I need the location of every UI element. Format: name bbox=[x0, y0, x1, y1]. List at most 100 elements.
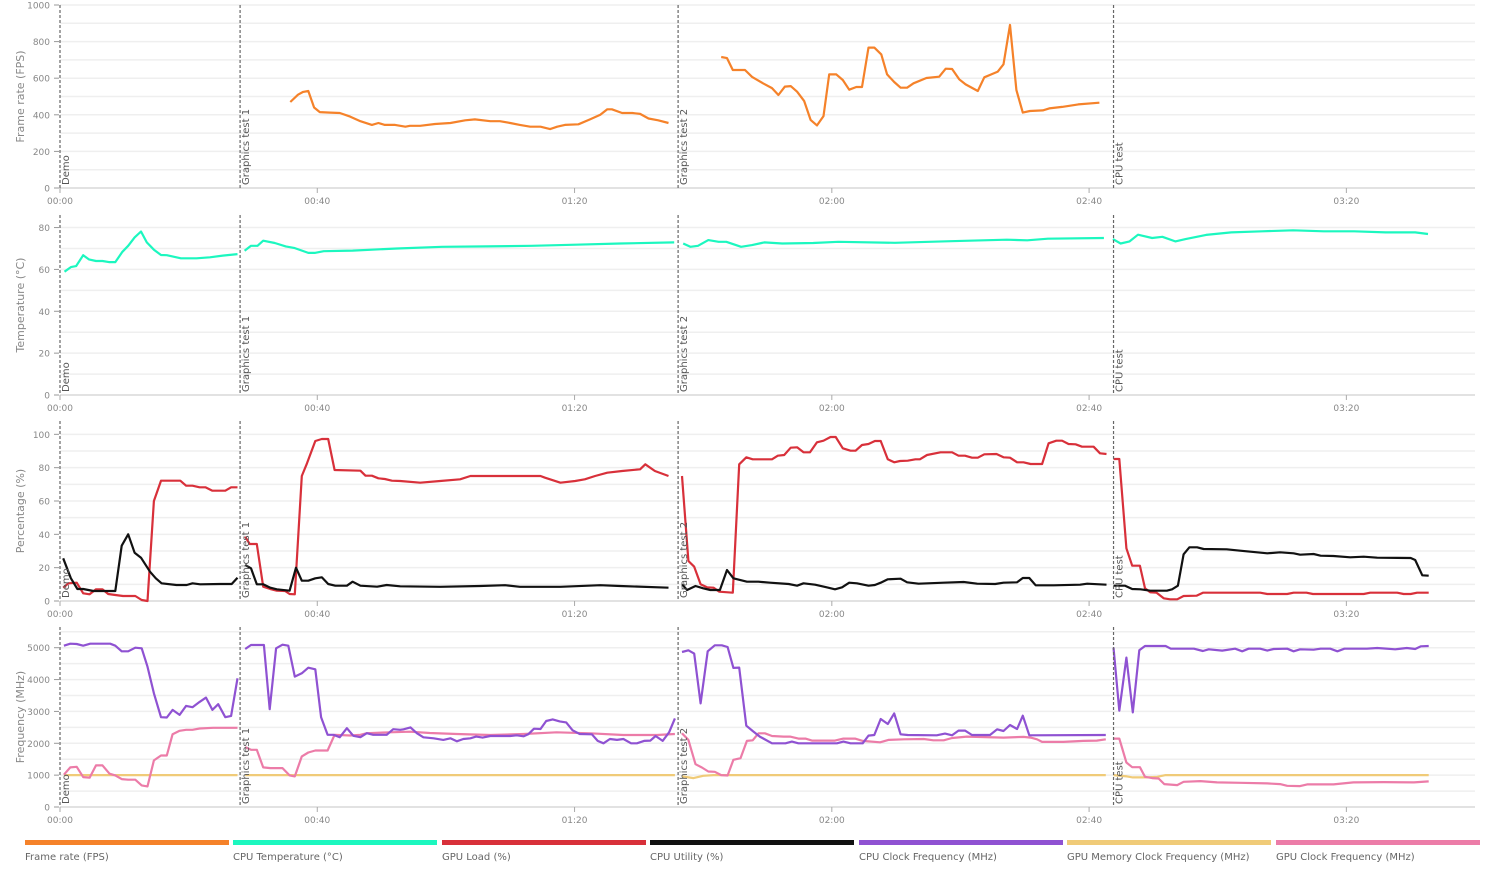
y-tick-label: 3000 bbox=[27, 708, 50, 718]
y-tick-label: 4000 bbox=[27, 676, 50, 686]
y-tick-label: 5000 bbox=[27, 644, 50, 654]
legend-swatch bbox=[25, 840, 229, 845]
series-line-cpu-temperature-c- bbox=[1112, 229, 1429, 245]
test-marker-label: Demo bbox=[61, 568, 72, 598]
test-marker-label: Graphics test 1 bbox=[241, 522, 252, 598]
x-tick-label: 02:00 bbox=[819, 610, 845, 620]
series-line-gpu-load- bbox=[1113, 457, 1429, 601]
test-marker-label: Demo bbox=[61, 774, 72, 804]
y-axis-title: Temperature (°C) bbox=[14, 258, 27, 354]
y-tick-label: 1000 bbox=[27, 772, 50, 782]
x-tick-label: 02:00 bbox=[819, 197, 845, 207]
test-marker-label: Graphics test 2 bbox=[679, 522, 690, 598]
x-tick-label: 01:20 bbox=[562, 610, 588, 620]
series-line-gpu-load- bbox=[680, 435, 1107, 594]
y-tick-label: 40 bbox=[39, 308, 51, 318]
legend-label: Frame rate (FPS) bbox=[25, 852, 109, 863]
legend-label: CPU Clock Frequency (MHz) bbox=[859, 852, 997, 863]
legend-label: GPU Clock Frequency (MHz) bbox=[1276, 852, 1415, 863]
series-line-gpu-clock-frequency-mhz- bbox=[681, 732, 1106, 777]
x-tick-label: 02:40 bbox=[1076, 404, 1102, 414]
series-line-gpu-clock-frequency-mhz- bbox=[244, 730, 675, 778]
series-line-cpu-clock-frequency-mhz- bbox=[244, 643, 676, 745]
test-marker-label: Demo bbox=[61, 362, 72, 392]
series-line-gpu-clock-frequency-mhz- bbox=[63, 726, 238, 788]
x-tick-label: 03:20 bbox=[1333, 404, 1359, 414]
test-marker-label: Graphics test 1 bbox=[241, 728, 252, 804]
y-tick-label: 40 bbox=[39, 531, 51, 541]
legend-label: GPU Memory Clock Frequency (MHz) bbox=[1067, 852, 1250, 863]
series-line-gpu-memory-clock-frequency-mhz- bbox=[681, 774, 1106, 780]
x-tick-label: 01:20 bbox=[562, 816, 588, 826]
test-marker-label: Graphics test 2 bbox=[679, 109, 690, 185]
y-tick-label: 800 bbox=[33, 38, 50, 48]
x-tick-label: 00:00 bbox=[47, 816, 73, 826]
test-marker-label: Graphics test 1 bbox=[241, 316, 252, 392]
y-tick-label: 0 bbox=[44, 392, 50, 402]
y-tick-label: 20 bbox=[39, 564, 51, 574]
test-marker-label: Demo bbox=[61, 155, 72, 185]
x-tick-label: 02:40 bbox=[1076, 816, 1102, 826]
series-line-cpu-utility- bbox=[244, 564, 669, 592]
x-tick-label: 01:20 bbox=[562, 197, 588, 207]
test-marker-label: Graphics test 2 bbox=[679, 728, 690, 804]
legend-item-cpu-clock[interactable]: CPU Clock Frequency (MHz) bbox=[859, 840, 1063, 863]
legend-item-gpu-memory-clock[interactable]: GPU Memory Clock Frequency (MHz) bbox=[1067, 840, 1271, 863]
legend-item-gpu-clock[interactable]: GPU Clock Frequency (MHz) bbox=[1276, 840, 1480, 863]
panel-4: 0 1000 2000 3000 4000 5000 Frequency (MHz) 00:0… bbox=[14, 627, 1475, 826]
series-line-cpu-temperature-c- bbox=[63, 230, 238, 273]
legend-label: CPU Temperature (°C) bbox=[233, 852, 343, 863]
series-line-gpu-load- bbox=[244, 437, 669, 596]
series-line-frame-rate-fps- bbox=[720, 23, 1100, 127]
y-tick-label: 60 bbox=[39, 498, 51, 508]
series-line-gpu-memory-clock-frequency-mhz- bbox=[1113, 774, 1429, 779]
y-tick-label: 80 bbox=[39, 464, 51, 474]
x-tick-label: 03:20 bbox=[1333, 197, 1359, 207]
y-tick-label: 2000 bbox=[27, 740, 50, 750]
legend-swatch bbox=[442, 840, 646, 845]
series-line-frame-rate-fps- bbox=[289, 89, 669, 131]
series-line-cpu-utility- bbox=[62, 533, 239, 593]
x-tick-label: 03:20 bbox=[1333, 610, 1359, 620]
series-line-cpu-clock-frequency-mhz- bbox=[1112, 644, 1429, 714]
y-axis-title: Percentage (%) bbox=[14, 469, 27, 553]
legend-swatch bbox=[859, 840, 1063, 845]
y-tick-label: 100 bbox=[33, 431, 50, 441]
y-tick-label: 200 bbox=[33, 148, 50, 158]
series-line-cpu-utility- bbox=[681, 568, 1107, 592]
legend-item-gpu-load[interactable]: GPU Load (%) bbox=[442, 840, 646, 863]
legend-label: GPU Load (%) bbox=[442, 852, 511, 863]
x-tick-label: 00:40 bbox=[304, 610, 330, 620]
legend-swatch bbox=[1067, 840, 1271, 845]
x-tick-label: 01:20 bbox=[562, 404, 588, 414]
x-tick-label: 00:00 bbox=[47, 610, 73, 620]
y-axis-title: Frame rate (FPS) bbox=[14, 50, 27, 142]
series-line-cpu-utility- bbox=[1113, 546, 1429, 592]
x-tick-label: 00:40 bbox=[304, 197, 330, 207]
y-tick-label: 0 bbox=[44, 185, 50, 195]
series-line-gpu-clock-frequency-mhz- bbox=[1113, 737, 1429, 788]
panel-3: 0 20 40 60 80 100 Percentage (%) 00:00 00:40 01:2… bbox=[14, 421, 1475, 620]
y-tick-label: 0 bbox=[44, 804, 50, 814]
legend-item-frame-rate[interactable]: Frame rate (FPS) bbox=[25, 840, 229, 863]
test-marker-label: Graphics test 1 bbox=[241, 109, 252, 185]
y-tick-label: 0 bbox=[44, 598, 50, 608]
series-line-cpu-temperature-c- bbox=[243, 239, 675, 254]
test-marker-label: CPU test bbox=[1115, 142, 1126, 185]
test-marker-label: Graphics test 2 bbox=[679, 316, 690, 392]
legend-item-cpu-utility[interactable]: CPU Utility (%) bbox=[650, 840, 854, 863]
legend-swatch bbox=[650, 840, 854, 845]
y-axis-title: Frequency (MHz) bbox=[14, 671, 27, 763]
legend-label: CPU Utility (%) bbox=[650, 852, 724, 863]
panel-2: 0 20 40 60 80 Temperature (°C) 00:00 00:40 01:20… bbox=[14, 215, 1475, 414]
y-tick-label: 60 bbox=[39, 266, 51, 276]
test-marker-label: CPU test bbox=[1115, 349, 1126, 392]
legend: Frame rate (FPS) CPU Temperature (°C) GP… bbox=[25, 840, 1485, 870]
test-marker-label: CPU test bbox=[1115, 555, 1126, 598]
x-tick-label: 03:20 bbox=[1333, 816, 1359, 826]
y-tick-label: 1000 bbox=[27, 2, 50, 12]
series-line-gpu-load- bbox=[62, 479, 238, 603]
legend-item-cpu-temperature[interactable]: CPU Temperature (°C) bbox=[233, 840, 437, 863]
test-marker-label: CPU test bbox=[1115, 761, 1126, 804]
